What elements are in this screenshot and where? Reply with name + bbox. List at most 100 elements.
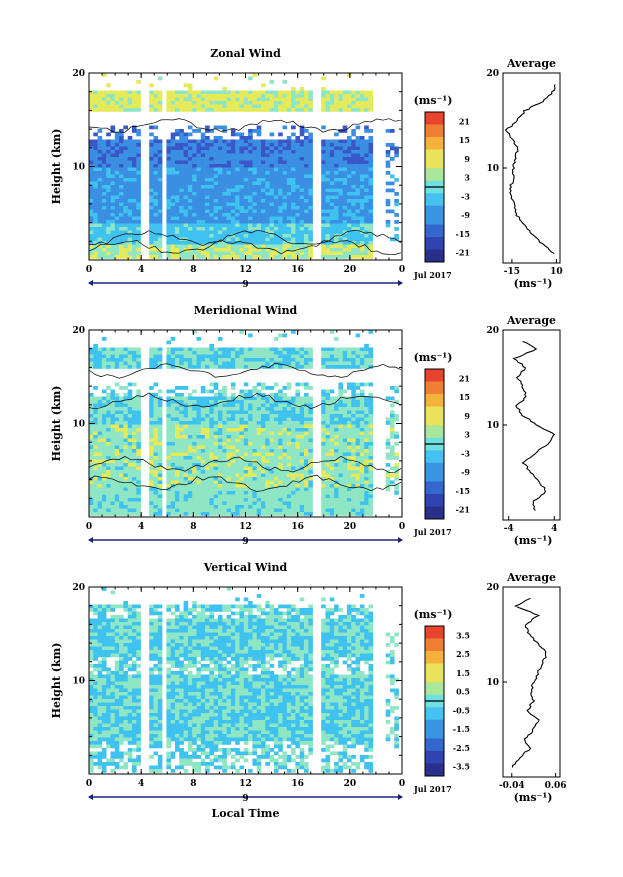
heatmap-cell: [360, 203, 365, 207]
heatmap-cell: [136, 224, 141, 228]
heatmap-cell: [338, 470, 343, 474]
heatmap-cell: [175, 358, 180, 362]
heatmap-cell: [364, 217, 369, 221]
heatmap-cell: [214, 164, 219, 168]
heatmap-cell: [128, 108, 133, 112]
heatmap-cell: [360, 196, 365, 200]
heatmap-cell: [265, 168, 270, 172]
heatmap-cell: [257, 474, 262, 478]
heatmap-cell: [261, 411, 266, 415]
heatmap-cell: [119, 203, 124, 207]
heatmap-cell: [394, 474, 399, 478]
heatmap-cell: [291, 421, 296, 425]
heatmap-cell: [278, 133, 283, 137]
heatmap-cell: [106, 227, 111, 231]
heatmap-cell: [369, 252, 374, 256]
heatmap-cell: [343, 192, 348, 196]
heatmap-cell: [128, 418, 133, 422]
heatmap-cell: [205, 453, 210, 457]
heatmap-cell: [136, 477, 141, 481]
heatmap-cell: [205, 126, 210, 130]
heatmap-cell: [119, 439, 124, 443]
heatmap-cell: [209, 456, 214, 460]
heatmap-cell: [197, 220, 202, 224]
heatmap-cell: [338, 231, 343, 235]
heatmap-cell: [274, 178, 279, 182]
heatmap-cell: [93, 231, 98, 235]
heatmap-cell: [132, 362, 137, 366]
heatmap-cell: [201, 351, 206, 355]
heatmap-cell: [205, 185, 210, 189]
heatmap-cell: [158, 446, 163, 450]
heatmap-cell: [360, 255, 365, 259]
heatmap-cell: [343, 404, 348, 408]
heatmap-cell: [197, 171, 202, 175]
heatmap-cell: [192, 227, 197, 231]
heatmap-cell: [201, 456, 206, 460]
heatmap-cell: [98, 456, 103, 460]
heatmap-cell: [128, 164, 133, 168]
heatmap-cell: [188, 227, 193, 231]
heatmap-cell: [158, 467, 163, 471]
heatmap-cell: [248, 245, 253, 249]
heatmap-cell: [248, 210, 253, 214]
heatmap-cell: [356, 140, 361, 144]
heatmap-cell: [214, 245, 219, 249]
heatmap-cell: [334, 421, 339, 425]
heatmap-cell: [334, 449, 339, 453]
heatmap-cell: [154, 178, 159, 182]
heatmap-cell: [394, 463, 399, 467]
heatmap-cell: [300, 161, 305, 165]
heatmap-cell: [222, 393, 227, 397]
heatmap-cell: [394, 150, 399, 154]
heatmap-cell: [218, 98, 223, 102]
heatmap-cell: [261, 84, 266, 88]
heatmap-cell: [330, 248, 335, 252]
heatmap-cell: [197, 481, 202, 485]
heatmap-cell: [192, 355, 197, 359]
heatmap-cell: [274, 463, 279, 467]
heatmap-cell: [364, 442, 369, 446]
heatmap-cell: [158, 101, 163, 105]
heatmap-cell: [308, 101, 313, 105]
heatmap-cell: [149, 196, 154, 200]
heatmap-cell: [106, 231, 111, 235]
heatmap-cell: [166, 199, 171, 203]
heatmap-cell: [360, 101, 365, 105]
heatmap-cell: [205, 491, 210, 495]
heatmap-cell: [244, 245, 249, 249]
heatmap-cell: [291, 203, 296, 207]
heatmap-cell: [338, 213, 343, 217]
heatmap-cell: [240, 182, 245, 186]
heatmap-cell: [136, 178, 141, 182]
heatmap-cell: [390, 411, 395, 415]
heatmap-cell: [300, 411, 305, 415]
heatmap-cell: [270, 161, 275, 165]
heatmap-cell: [369, 470, 374, 474]
heatmap-cell: [201, 474, 206, 478]
heatmap-cell: [209, 143, 214, 147]
heatmap-cell: [369, 140, 374, 144]
heatmap-cell: [265, 91, 270, 95]
heatmap-cell: [343, 425, 348, 429]
heatmap-cell: [184, 140, 189, 144]
heatmap-cell: [192, 185, 197, 189]
heatmap-cell: [300, 488, 305, 492]
heatmap-cell: [128, 425, 133, 429]
heatmap-cell: [295, 474, 300, 478]
heatmap-cell: [300, 227, 305, 231]
heatmap-cell: [222, 414, 227, 418]
heatmap-cell: [235, 432, 240, 436]
heatmap-cell: [201, 94, 206, 98]
heatmap-cell: [222, 91, 227, 95]
heatmap-cell: [338, 248, 343, 252]
heatmap-cell: [334, 105, 339, 109]
heatmap-cell: [356, 355, 361, 359]
heatmap-cell: [192, 400, 197, 404]
heatmap-cell: [257, 98, 262, 102]
heatmap-cell: [179, 245, 184, 249]
heatmap-cell: [184, 224, 189, 228]
heatmap-cell: [197, 140, 202, 144]
heatmap-cell: [287, 217, 292, 221]
heatmap-cell: [188, 460, 193, 464]
